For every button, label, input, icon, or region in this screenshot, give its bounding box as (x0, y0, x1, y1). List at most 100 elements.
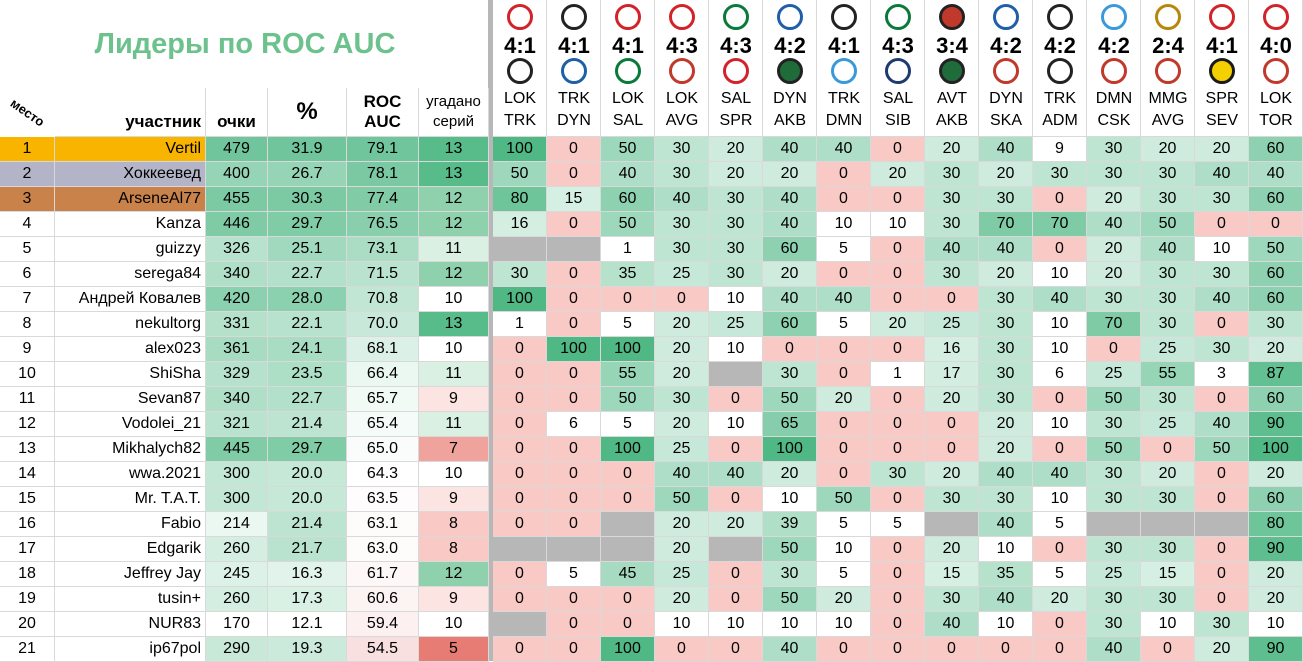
row-participant: Kanza (55, 212, 206, 237)
prediction-cell: 40 (763, 212, 817, 237)
prediction-cell: 6 (547, 412, 601, 437)
prediction-cell: 30 (1195, 337, 1249, 362)
prediction-cell: 20 (763, 262, 817, 287)
prediction-cell: 0 (871, 412, 925, 437)
prediction-cell: 0 (1141, 437, 1195, 462)
prediction-cell: 40 (1141, 237, 1195, 262)
prediction-cell: 0 (709, 637, 763, 662)
row-roc-auc: 76.5 (347, 212, 419, 237)
prediction-cell: 0 (709, 487, 763, 512)
prediction-cell: 30 (655, 162, 709, 187)
prediction-cell: 10 (871, 212, 925, 237)
series-header (1195, 0, 1249, 137)
series-header (601, 0, 655, 137)
row-points: 329 (206, 362, 268, 387)
row-place: 6 (0, 262, 55, 287)
row-place: 14 (0, 462, 55, 487)
row-points: 446 (206, 212, 268, 237)
prediction-cell (1087, 512, 1141, 537)
prediction-cell (547, 537, 601, 562)
prediction-cell: 30 (979, 287, 1033, 312)
row-points: 479 (206, 137, 268, 162)
prediction-cell (547, 237, 601, 262)
row-percent: 12.1 (268, 612, 347, 637)
prediction-cell: 10 (1249, 612, 1303, 637)
prediction-cell: 20 (1141, 462, 1195, 487)
prediction-cell: 90 (1249, 412, 1303, 437)
prediction-cell: 30 (979, 312, 1033, 337)
prediction-cell: 0 (1033, 612, 1087, 637)
prediction-cell: 0 (655, 287, 709, 312)
prediction-cell: 20 (763, 162, 817, 187)
prediction-cell: 30 (979, 187, 1033, 212)
prediction-cell: 0 (871, 637, 925, 662)
prediction-cell: 40 (979, 237, 1033, 262)
prediction-cell: 20 (871, 162, 925, 187)
row-percent: 22.7 (268, 262, 347, 287)
row-participant: Mikhalych82 (55, 437, 206, 462)
row-percent: 19.3 (268, 637, 347, 662)
prediction-cell: 9 (1033, 137, 1087, 162)
row-guessed-series: 12 (419, 562, 489, 587)
row-percent: 25.1 (268, 237, 347, 262)
series-team-top: SPR (1205, 90, 1239, 107)
prediction-cell: 20 (709, 137, 763, 162)
prediction-cell: 30 (1195, 262, 1249, 287)
row-guessed-series: 9 (419, 387, 489, 412)
avg-logo (669, 58, 695, 84)
prediction-cell: 0 (1195, 562, 1249, 587)
series-team-bottom: AKB (773, 112, 806, 129)
prediction-cell: 30 (1087, 162, 1141, 187)
series-header (709, 0, 763, 137)
prediction-cell: 39 (763, 512, 817, 537)
row-points: 170 (206, 612, 268, 637)
dyn-logo (777, 4, 803, 30)
series-team-bottom: ADM (1042, 112, 1078, 129)
prediction-cell: 40 (763, 137, 817, 162)
series-team-top: SAL (720, 90, 752, 107)
row-percent: 30.3 (268, 187, 347, 212)
series-team-bottom: SIB (885, 112, 911, 129)
prediction-cell: 100 (763, 437, 817, 462)
prediction-cell: 10 (709, 612, 763, 637)
prediction-cell: 30 (1141, 487, 1195, 512)
row-guessed-series: 10 (419, 287, 489, 312)
prediction-cell: 5 (547, 562, 601, 587)
prediction-cell: 0 (547, 212, 601, 237)
prediction-cell: 30 (1141, 162, 1195, 187)
row-roc-auc: 78.1 (347, 162, 419, 187)
prediction-cell: 30 (1249, 312, 1303, 337)
sev-logo (1209, 58, 1235, 84)
prediction-cell: 20 (1249, 587, 1303, 612)
prediction-cell (925, 512, 979, 537)
dmn-logo (831, 58, 857, 84)
series-score: 3:4 (936, 33, 968, 58)
prediction-cell: 50 (817, 487, 871, 512)
prediction-cell: 0 (871, 137, 925, 162)
series-team-top: DYN (773, 90, 807, 107)
prediction-cell: 40 (979, 137, 1033, 162)
row-roc-auc: 63.5 (347, 487, 419, 512)
prediction-cell: 60 (763, 237, 817, 262)
row-roc-auc: 65.7 (347, 387, 419, 412)
row-participant: ShiSha (55, 362, 206, 387)
row-roc-auc: 64.3 (347, 462, 419, 487)
sal-logo (615, 58, 641, 84)
prediction-cell: 10 (1033, 337, 1087, 362)
row-place: 12 (0, 412, 55, 437)
prediction-cell: 0 (547, 362, 601, 387)
prediction-cell: 0 (925, 412, 979, 437)
prediction-cell: 20 (1195, 137, 1249, 162)
prediction-cell: 10 (763, 487, 817, 512)
prediction-cell: 60 (1249, 387, 1303, 412)
prediction-cell: 50 (1249, 237, 1303, 262)
prediction-cell: 0 (493, 337, 547, 362)
row-place: 11 (0, 387, 55, 412)
row-place: 21 (0, 637, 55, 662)
row-percent: 31.9 (268, 137, 347, 162)
row-participant: alex023 (55, 337, 206, 362)
row-place: 7 (0, 287, 55, 312)
row-points: 361 (206, 337, 268, 362)
prediction-cell: 10 (709, 287, 763, 312)
prediction-cell (493, 237, 547, 262)
